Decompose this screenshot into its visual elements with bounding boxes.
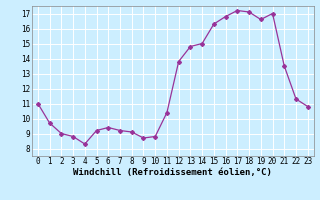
X-axis label: Windchill (Refroidissement éolien,°C): Windchill (Refroidissement éolien,°C): [73, 168, 272, 177]
